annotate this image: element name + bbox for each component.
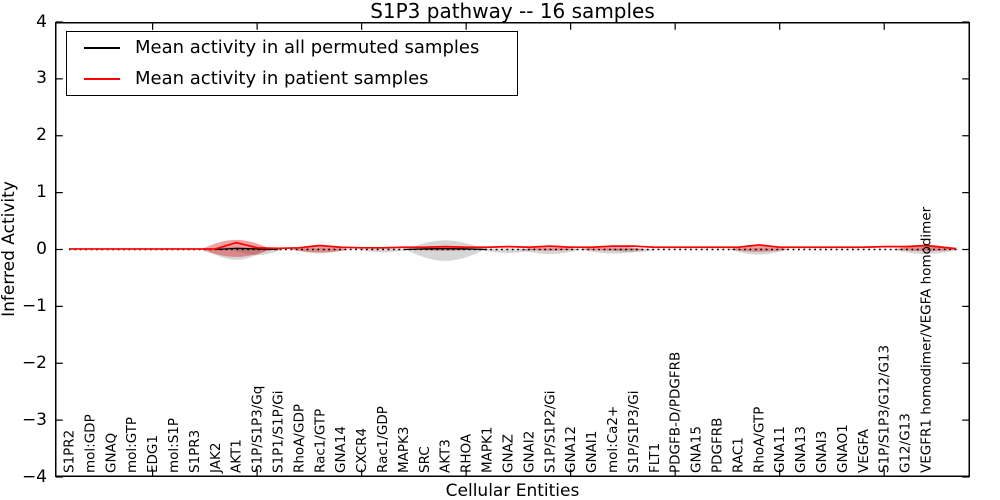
x-category-label: VEGFR1 homodimer/VEGFA homodimer <box>919 206 935 473</box>
x-axis-label: Cellular Entities <box>445 481 580 500</box>
x-category-label: GNA15 <box>689 426 705 473</box>
x-category-label: mol:S1P <box>166 418 182 473</box>
x-category-label: GNA12 <box>563 426 579 473</box>
x-category-label: SRC <box>417 446 433 473</box>
y-tick-label: 2 <box>36 125 47 146</box>
x-category-label: AKT1 <box>229 439 245 473</box>
x-category-label: GNA14 <box>333 426 349 473</box>
x-category-label: mol:GDP <box>82 414 98 473</box>
x-category-label: S1P/S1P2/Gi <box>542 391 558 474</box>
patient-mean-line <box>69 241 957 250</box>
x-category-label: mol:Ca2+ <box>605 406 621 473</box>
y-tick-label: −2 <box>21 352 47 373</box>
x-category-label: mol:GTP <box>124 417 140 473</box>
x-category-label: RhoA/GDP <box>291 404 307 473</box>
x-category-label: S1P1/S1P/Gi <box>271 391 287 474</box>
violin-gray <box>579 248 646 254</box>
x-category-label: GNAQ <box>103 433 119 473</box>
legend-box: Mean activity in all permuted samples Me… <box>66 31 518 96</box>
x-category-label: S1PR3 <box>187 430 203 473</box>
x-category-label: AKT3 <box>438 439 454 473</box>
x-category-label: MAPK3 <box>396 427 412 473</box>
x-category-label: RAC1 <box>730 437 746 473</box>
x-category-label: S1P/S1P3/Gq <box>250 386 266 473</box>
x-category-label: VEGFA <box>856 428 872 473</box>
legend-entry-permuted: Mean activity in all permuted samples <box>67 34 517 62</box>
x-category-label: Rac1/GDP <box>375 406 391 473</box>
x-category-label: FLT1 <box>647 443 663 473</box>
y-tick-label: 4 <box>36 11 47 32</box>
x-category-label: Rac1/GTP <box>312 409 328 473</box>
x-category-label: EDG1 <box>145 435 161 473</box>
x-category-label: GNAI2 <box>521 431 537 473</box>
violin-gray <box>357 248 408 253</box>
x-category-label: RhoA/GTP <box>751 407 767 473</box>
x-category-label: RHOA <box>459 433 475 473</box>
y-tick-label: −3 <box>21 409 47 430</box>
patient-line-swatch <box>84 77 120 80</box>
x-category-label: GNAI1 <box>584 431 600 473</box>
y-tick-label: 1 <box>36 182 47 203</box>
x-category-label: PDGFRB <box>709 418 725 473</box>
violin-gray <box>405 240 485 261</box>
plot-border <box>55 22 970 477</box>
permuted-line-swatch <box>84 47 120 50</box>
x-category-label: GNA13 <box>793 426 809 473</box>
y-tick-label: −4 <box>21 466 47 487</box>
legend-entry-patient: Mean activity in patient samples <box>67 65 517 93</box>
x-category-label: JAK2 <box>208 443 224 474</box>
x-category-label: S1PR2 <box>62 430 78 473</box>
violin-gray <box>292 247 348 254</box>
permuted-mean-line <box>403 247 488 251</box>
x-category-label: PDGFB-D/PDGFRB <box>668 352 684 473</box>
x-category-label: S1P/S1P3/G12/G13 <box>877 345 893 473</box>
x-category-label: CXCR4 <box>354 428 370 473</box>
x-category-label: GNAZ <box>500 434 516 473</box>
y-tick-label: −1 <box>21 295 47 316</box>
chart-title: S1P3 pathway -- 16 samples <box>370 0 655 23</box>
x-category-label: GNAO1 <box>835 424 851 473</box>
y-tick-label: 0 <box>36 239 47 259</box>
x-category-label: MAPK1 <box>480 427 496 473</box>
violin-gray <box>478 248 538 253</box>
x-category-label: S1P/S1P3/Gi <box>626 391 642 474</box>
legend-label-patient: Mean activity in patient samples <box>135 67 429 89</box>
y-tick-label: 3 <box>36 68 47 89</box>
legend-label-permuted: Mean activity in all permuted samples <box>135 37 480 59</box>
x-category-label: GNA11 <box>772 426 788 473</box>
x-category-label: GNAI3 <box>814 431 830 473</box>
x-category-label: G12/G13 <box>898 413 914 473</box>
